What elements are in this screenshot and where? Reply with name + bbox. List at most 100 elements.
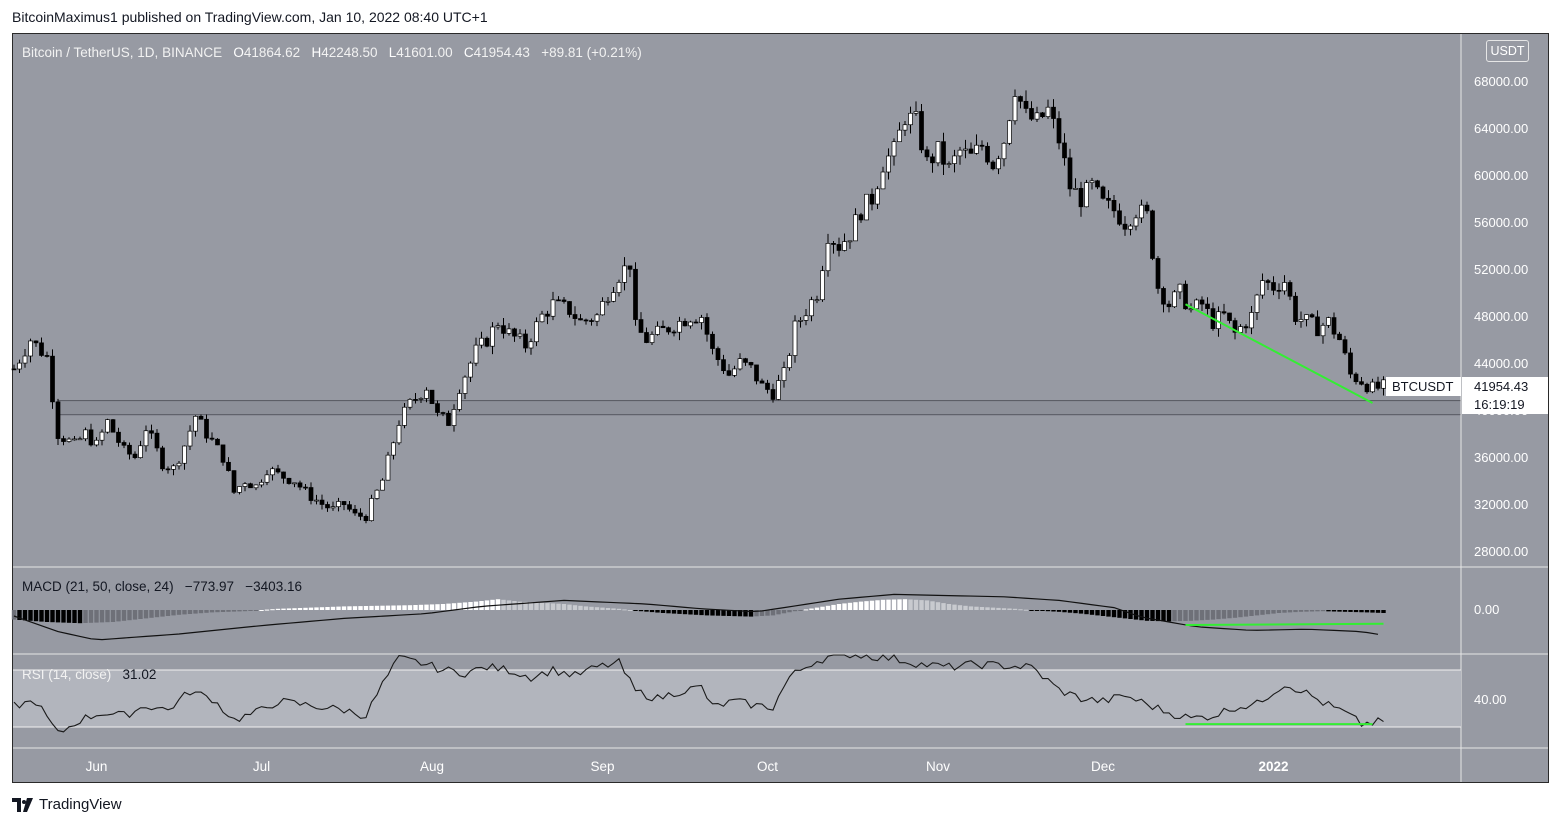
- macd-bar: [1051, 610, 1056, 612]
- macd-bar: [616, 608, 622, 610]
- candle-body: [380, 479, 385, 491]
- macd-bar: [352, 606, 358, 610]
- candle-body: [715, 348, 721, 360]
- candle-body: [820, 270, 825, 301]
- macd-bar: [1238, 610, 1243, 618]
- candle-body: [754, 364, 759, 382]
- macd-bar: [798, 610, 803, 611]
- candle-body: [875, 188, 880, 205]
- macd-bar: [770, 610, 776, 616]
- macd-bar: [869, 600, 875, 610]
- macd-bar: [1117, 610, 1122, 618]
- candle-body: [611, 292, 616, 302]
- macd-bar: [1012, 608, 1018, 610]
- candle-body: [567, 301, 572, 315]
- rsi-axis-tick: 40.00: [1474, 692, 1507, 707]
- candle-body: [11, 368, 17, 371]
- candle-body: [446, 412, 451, 426]
- candle-body: [33, 340, 39, 344]
- macd-bar: [512, 601, 517, 610]
- candle-body: [1012, 96, 1018, 122]
- candle-body: [1144, 204, 1150, 212]
- time-axis-ticks: Jun Jul Aug Sep Oct Nov Dec 2022: [86, 759, 1289, 774]
- macd-bar: [1089, 610, 1095, 615]
- candle-body: [1067, 157, 1073, 190]
- macd-bar: [154, 610, 160, 618]
- candle-body: [363, 516, 369, 521]
- candle-body: [209, 437, 215, 440]
- candle-body: [556, 299, 561, 302]
- macd-bar: [842, 603, 847, 610]
- last-price-label-box: [1386, 377, 1461, 396]
- macd-bar: [369, 605, 374, 610]
- macd-bar: [22, 610, 28, 621]
- candle-body: [1155, 258, 1161, 289]
- candle-body: [539, 313, 545, 323]
- price-tick-label: 32000.00: [1474, 497, 1528, 512]
- candle-body: [484, 337, 490, 347]
- macd-bar: [710, 610, 715, 616]
- candle-body: [83, 429, 88, 440]
- macd-bar: [1304, 610, 1309, 612]
- macd-bar: [682, 610, 688, 615]
- candle-body: [699, 317, 704, 323]
- candle-body: [1282, 282, 1287, 292]
- macd-bar: [875, 600, 880, 610]
- macd-bar: [1183, 610, 1188, 621]
- candle-body: [402, 406, 407, 426]
- macd-bar: [77, 610, 83, 624]
- candle-body: [226, 461, 231, 471]
- candle-body: [1111, 199, 1117, 212]
- macd-bar: [517, 601, 523, 610]
- candle-body: [1034, 112, 1040, 120]
- macd-bar: [677, 610, 682, 614]
- macd-bar: [781, 610, 787, 614]
- candle-body: [600, 301, 605, 316]
- macd-bar: [633, 610, 638, 611]
- macd-line: [13, 593, 1379, 641]
- macd-bar: [561, 604, 567, 610]
- candle-body: [1150, 210, 1155, 259]
- candle-body: [374, 489, 380, 499]
- candle-body: [1298, 319, 1304, 322]
- candle-body: [1271, 282, 1276, 291]
- legend-open: 41864.62: [243, 45, 301, 60]
- macd-bar: [1067, 610, 1073, 613]
- candle-body: [941, 141, 946, 165]
- macd-bar: [83, 610, 88, 623]
- macd-bar: [281, 608, 286, 610]
- candle-body: [1364, 383, 1370, 393]
- candle-body: [688, 321, 693, 327]
- macd-bar: [974, 606, 979, 610]
- candle-body: [275, 468, 281, 473]
- candle-body: [369, 498, 374, 521]
- macd-bar: [814, 607, 820, 610]
- macd-bar: [160, 610, 165, 617]
- candle-body: [836, 244, 842, 251]
- macd-bar: [451, 603, 457, 610]
- macd-bar: [303, 607, 308, 610]
- candle-body: [303, 486, 308, 489]
- candle-body: [440, 412, 446, 414]
- macd-bar: [325, 607, 330, 610]
- macd-bar: [721, 610, 726, 616]
- macd-bar: [336, 606, 341, 610]
- candle-body: [1045, 106, 1051, 117]
- candle-body: [358, 512, 363, 517]
- currency-unit-button[interactable]: USDT: [1486, 40, 1529, 62]
- candle-body: [831, 243, 836, 245]
- candle-body: [77, 438, 83, 441]
- tradingview-brand[interactable]: TradingView: [12, 796, 122, 813]
- macd-bar: [116, 610, 121, 622]
- candle-body: [495, 325, 501, 328]
- candle-body: [633, 268, 638, 320]
- candle-body: [1199, 299, 1205, 305]
- macd-bar: [264, 609, 270, 611]
- bar-countdown: 16:19:19: [1474, 397, 1525, 412]
- candle-body: [1243, 326, 1249, 329]
- macd-bar: [220, 610, 226, 612]
- price-axis-ticks: 28000.0032000.0036000.0040000.0044000.00…: [1474, 74, 1528, 559]
- rsi-legend-value: 31.02: [122, 667, 157, 682]
- legend-open-key: O: [233, 45, 244, 60]
